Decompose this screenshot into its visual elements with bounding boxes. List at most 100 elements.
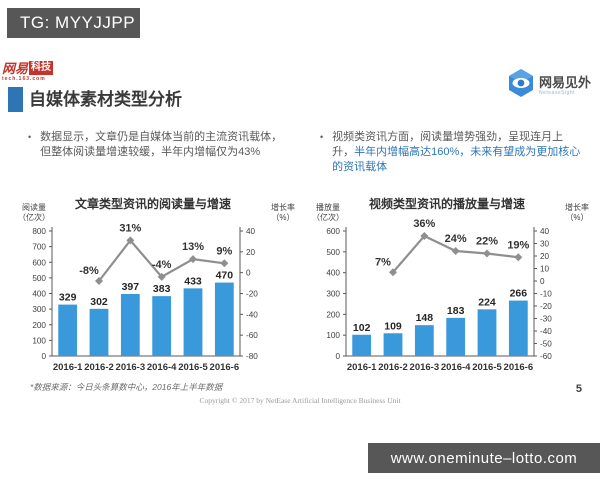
svg-text:9%: 9% xyxy=(216,245,232,257)
svg-text:13%: 13% xyxy=(182,241,204,253)
svg-text:0: 0 xyxy=(335,352,340,361)
video-chart-title: 视频类型资讯的播放量与增速 xyxy=(368,197,525,211)
line-marker xyxy=(389,268,397,277)
bar xyxy=(508,300,528,356)
svg-text:-30: -30 xyxy=(540,315,552,324)
bar xyxy=(120,293,140,356)
svg-text:-80: -80 xyxy=(246,352,258,361)
svg-text:224: 224 xyxy=(478,296,496,308)
svg-text:-8%: -8% xyxy=(79,265,99,277)
svg-text:20: 20 xyxy=(246,248,256,257)
svg-text:800: 800 xyxy=(32,227,46,236)
svg-text:2016-5: 2016-5 xyxy=(178,362,208,373)
charts-row: 文章类型资讯的阅读量与增速 阅读量 （亿次） 增长率 （%） 0 100 200 30… xyxy=(6,188,594,390)
netease-sight-name: 网易见外 xyxy=(538,74,591,90)
watermark-url-banner: www.oneminute–lotto.com xyxy=(368,443,600,473)
svg-text:500: 500 xyxy=(326,248,340,257)
line-marker xyxy=(220,259,229,268)
svg-text:-50: -50 xyxy=(540,340,552,349)
svg-text:31%: 31% xyxy=(119,222,141,234)
telegram-tag-text: TG: MYYJJPP xyxy=(20,13,136,32)
bar xyxy=(352,334,372,356)
bar xyxy=(414,325,434,356)
svg-text:400: 400 xyxy=(32,290,46,299)
line-marker xyxy=(451,247,460,255)
netease-sight-subtitle: NeteaseSight xyxy=(538,89,576,96)
bars xyxy=(58,282,234,356)
page-number: 5 xyxy=(575,383,582,395)
line-marker xyxy=(514,253,523,262)
article-chart-plot: 0 100 200 300 400 500 600 700 800 -80 -60 -40 -20 0 20… xyxy=(32,222,258,373)
svg-text:36%: 36% xyxy=(413,218,435,230)
bar xyxy=(446,317,466,356)
svg-text:2016-2: 2016-2 xyxy=(378,362,408,373)
line-marker xyxy=(189,255,197,264)
article-chart-right-axis-label: 增长率 （%） xyxy=(271,203,295,222)
svg-text:-40: -40 xyxy=(246,310,258,319)
svg-text:2016-1: 2016-1 xyxy=(347,362,377,373)
svg-text:-60: -60 xyxy=(246,331,258,340)
svg-text:-40: -40 xyxy=(540,327,552,336)
svg-text:500: 500 xyxy=(32,274,46,283)
svg-text:19%: 19% xyxy=(507,239,529,251)
svg-text:2016-4: 2016-4 xyxy=(441,362,471,373)
article-chart-left-axis-label: 阅读量 （亿次） xyxy=(18,203,50,222)
bullet-marker: • xyxy=(320,132,324,142)
bar xyxy=(214,282,234,356)
svg-text:0: 0 xyxy=(41,352,46,361)
svg-text:200: 200 xyxy=(326,310,340,319)
bullet-video-text: 视频类资讯方面，阅读量增势强劲，呈现连月上升，半年内增幅高达160%，未来有望成… xyxy=(332,130,582,175)
title-accent-square xyxy=(8,87,23,112)
svg-text:600: 600 xyxy=(326,227,340,236)
svg-text:0: 0 xyxy=(246,269,251,278)
svg-text:22%: 22% xyxy=(476,236,498,248)
bullet-article-text: 数据显示，文章仍是自媒体当前的主流资讯载体，但整体阅读量增速较缓，半年内增幅仅为… xyxy=(40,131,283,158)
svg-text:-60: -60 xyxy=(540,352,552,361)
svg-text:2016-3: 2016-3 xyxy=(410,362,440,373)
video-chart-left-axis-label: 播放量 （亿次） xyxy=(312,203,344,222)
svg-text:302: 302 xyxy=(90,296,108,308)
bar xyxy=(89,308,109,356)
svg-text:300: 300 xyxy=(32,305,46,314)
line-marker xyxy=(157,272,166,281)
svg-text:109: 109 xyxy=(384,320,402,332)
svg-text:329: 329 xyxy=(59,292,77,304)
video-chart-right-axis-label: 增长率 （%） xyxy=(565,203,589,222)
svg-text:433: 433 xyxy=(184,275,202,287)
svg-text:10: 10 xyxy=(540,265,550,274)
svg-text:-20: -20 xyxy=(246,290,258,299)
svg-text:200: 200 xyxy=(32,321,46,330)
svg-text:266: 266 xyxy=(510,288,528,300)
line-marker xyxy=(483,249,491,258)
svg-text:7%: 7% xyxy=(375,256,391,268)
svg-text:148: 148 xyxy=(416,312,434,324)
svg-text:300: 300 xyxy=(326,290,340,299)
svg-text:0: 0 xyxy=(540,277,545,286)
svg-text:2016-6: 2016-6 xyxy=(504,362,534,373)
svg-text:383: 383 xyxy=(153,283,171,295)
line-marker xyxy=(420,232,429,240)
copyright-line: Copyright © 2017 by NetEase Artificial I… xyxy=(199,396,401,405)
svg-text:-4%: -4% xyxy=(152,259,172,271)
svg-text:700: 700 xyxy=(32,243,46,252)
article-chart-title: 文章类型资讯的阅读量与增速 xyxy=(74,197,231,211)
netease-sight-logo-text: 网易见外 NeteaseSight xyxy=(538,74,591,96)
svg-text:40: 40 xyxy=(246,227,256,236)
svg-text:2016-6: 2016-6 xyxy=(210,362,240,373)
netease-tech-logo: 网易 科技 tech.163.com xyxy=(2,61,72,82)
netease-tech-logo-wordmark: 网易 科技 xyxy=(2,61,72,75)
svg-text:397: 397 xyxy=(122,281,140,293)
page-title: 自媒体素材类型分析 xyxy=(29,90,182,109)
svg-text:20: 20 xyxy=(540,252,550,261)
video-chart-plot: 0 100 200 300 400 500 600 -60 -50 -40 -30 -20 -10 0 10… xyxy=(326,218,552,373)
line-marker xyxy=(95,277,103,285)
bar xyxy=(477,309,497,356)
bullet-video-summary: • 视频类资讯方面，阅读量增势强劲，呈现连月上升，半年内增幅高达160%，未来有… xyxy=(320,130,588,175)
svg-text:600: 600 xyxy=(32,258,46,267)
svg-text:30: 30 xyxy=(540,240,550,249)
video-play-chart: 视频类型资讯的播放量与增速 播放量 （亿次） 增长率 （%） 0 100 200 30… xyxy=(300,188,594,390)
data-source-note: *数据来源：今日头条算数中心，2016年上半年数据 xyxy=(30,382,223,392)
watermark-url-text: www.oneminute–lotto.com xyxy=(390,449,578,467)
axes xyxy=(49,227,243,357)
bar xyxy=(183,288,203,356)
